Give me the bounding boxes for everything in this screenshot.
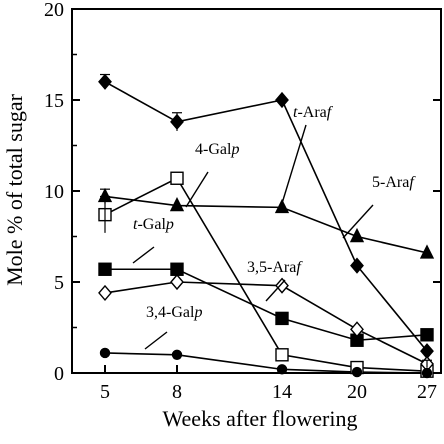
label-leader-line xyxy=(132,246,155,264)
x-axis-title: Weeks after flowering xyxy=(163,406,358,431)
data-point xyxy=(170,273,184,291)
data-point xyxy=(274,198,290,214)
data-point xyxy=(276,364,288,375)
data-point xyxy=(170,171,184,185)
label-leader-line xyxy=(342,204,374,239)
series-markers xyxy=(97,73,435,379)
series-line xyxy=(104,352,428,374)
data-point xyxy=(170,262,184,276)
series-labels: t-Araf 4-Galp 5-Araf t-Galp 3,5-Araf 3,4-Galp xyxy=(132,104,416,350)
x-tick-label: 8 xyxy=(172,381,182,403)
data-point xyxy=(349,227,365,243)
data-point xyxy=(421,367,433,379)
series-label: t-Araf xyxy=(293,104,334,121)
series-label: 4-Galp xyxy=(195,141,239,158)
data-point xyxy=(171,349,183,360)
y-tick-label: 20 xyxy=(44,0,64,21)
data-point xyxy=(419,244,435,259)
label-leader-line xyxy=(185,171,209,208)
label-leader-line xyxy=(144,331,168,350)
axes: 0 5 10 15 20 5 8 14 20 27 xyxy=(44,0,442,403)
data-point xyxy=(169,196,185,212)
data-point xyxy=(275,277,289,294)
y-axis-title: Mole % of total sugar xyxy=(2,93,27,286)
x-tick-label: 5 xyxy=(100,381,110,403)
data-point xyxy=(351,366,363,378)
plot-frame xyxy=(71,8,442,374)
label-leader-line xyxy=(279,124,307,211)
series-label: 3,4-Galp xyxy=(146,304,202,321)
y-tick-label: 5 xyxy=(54,272,64,294)
x-tick-label: 27 xyxy=(417,381,437,403)
data-point xyxy=(275,91,289,109)
y-tick-label: 0 xyxy=(54,363,64,385)
y-tick-label: 10 xyxy=(44,181,64,203)
data-point xyxy=(350,321,364,338)
data-point xyxy=(420,328,434,342)
label-leader-line xyxy=(265,279,286,302)
data-point xyxy=(99,347,111,359)
y-tick-label: 15 xyxy=(44,90,64,112)
data-point xyxy=(350,257,364,274)
x-tick-label: 14 xyxy=(272,381,292,403)
data-point xyxy=(98,284,112,301)
series-label: t-Galp xyxy=(133,216,174,233)
series-label: 5-Araf xyxy=(372,174,416,191)
series-label: 3,5-Araf xyxy=(247,259,303,276)
data-point xyxy=(275,348,289,362)
series-line xyxy=(104,281,428,365)
data-point xyxy=(98,262,112,276)
x-tick-label: 20 xyxy=(347,381,367,403)
